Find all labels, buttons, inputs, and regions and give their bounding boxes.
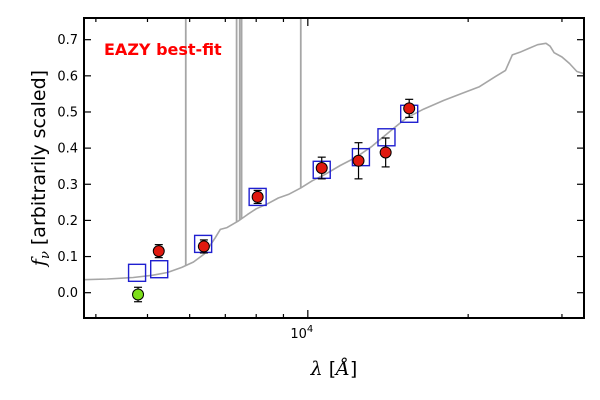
x-axis-title: λ [Å] (310, 358, 358, 380)
y-tick-label-6: 0.6 (57, 69, 78, 84)
observed-point-7 (379, 146, 392, 159)
model-boxes-layer (127, 104, 419, 283)
y-tick-label-0: 0.0 (57, 286, 78, 301)
sed-layer (83, 18, 585, 281)
observed-point-4 (251, 190, 264, 203)
observed-point-2 (152, 245, 165, 258)
annotation-eazy-best-fit: EAZY best-fit (104, 40, 222, 59)
observed-point-6 (352, 154, 365, 167)
y-tick-label-3: 0.3 (57, 178, 78, 193)
model-flux-box-1 (127, 263, 147, 283)
observed-point-8 (403, 102, 416, 115)
ticks-layer: 0.0 0.1 0.2 0.3 0.4 0.5 0.6 0.7 104 (57, 18, 584, 342)
x-tick-label-10e4: 104 (290, 324, 313, 342)
y-tick-label-1: 0.1 (57, 250, 78, 265)
model-flux-box-4 (248, 187, 267, 207)
observed-point-1 (132, 288, 145, 301)
y-tick-label-4: 0.4 (57, 142, 78, 157)
y-tick-label-2: 0.2 (57, 214, 78, 229)
observed-point-3 (197, 240, 210, 253)
y-axis-title: fν [arbitrarily scaled] (28, 70, 53, 268)
sed-curve (83, 42, 585, 281)
plot-frame (83, 17, 585, 319)
y-tick-label-7: 0.7 (57, 33, 78, 48)
observed-points-layer (132, 98, 416, 303)
observed-point-5 (315, 162, 328, 174)
model-flux-box-2 (150, 260, 169, 279)
y-tick-label-5: 0.5 (57, 105, 78, 120)
model-flux-box-7 (377, 128, 396, 147)
